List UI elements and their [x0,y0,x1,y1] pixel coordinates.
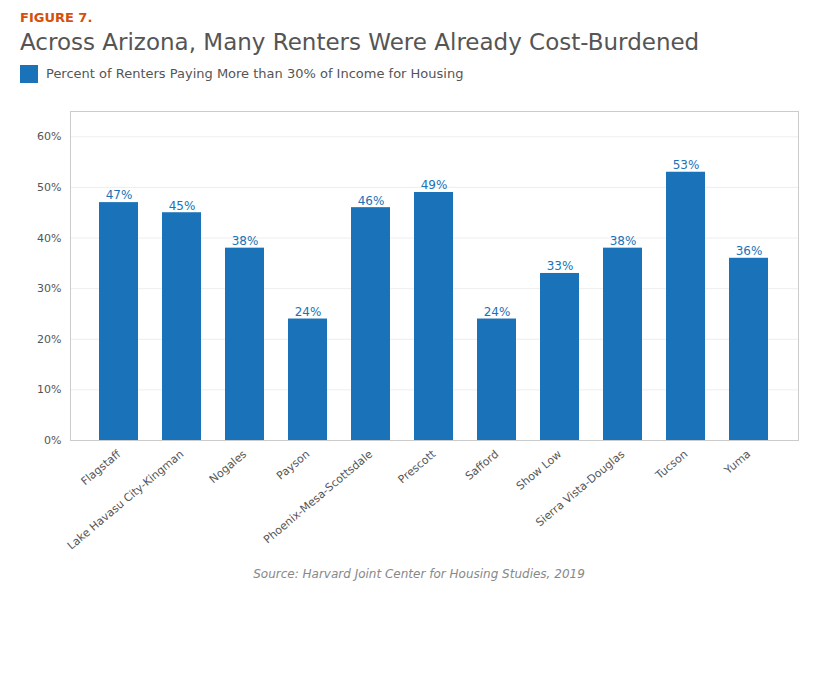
svg-text:40%: 40% [37,231,61,244]
svg-text:Phoenix-Mesa-Scottsdale: Phoenix-Mesa-Scottsdale [261,447,375,546]
svg-text:Safford: Safford [463,447,501,482]
svg-text:Flagstaff: Flagstaff [78,447,123,488]
svg-text:24%: 24% [484,304,511,318]
svg-text:50%: 50% [37,181,61,194]
svg-text:53%: 53% [673,158,700,172]
html-text:FIGURE 7.: FIGURE 7. [20,10,93,25]
svg-text:38%: 38% [610,234,637,248]
svg-text:Sierra Vista-Douglas: Sierra Vista-Douglas [533,447,627,529]
svg-text:Tucson: Tucson [652,447,690,482]
html-text:Percent of Renters Paying More: Percent of Renters Paying More than 30% … [46,66,464,82]
svg-text:33%: 33% [547,259,574,273]
svg-text:38%: 38% [232,234,259,248]
svg-text:Prescott: Prescott [396,447,439,486]
svg-text:Payson: Payson [274,447,312,482]
svg-text:47%: 47% [106,188,133,202]
svg-text:45%: 45% [169,198,196,212]
svg-text:Lake Havasu City-Kingman: Lake Havasu City-Kingman [65,447,186,552]
svg-text:Nogales: Nogales [207,447,249,486]
html-text:Source: Harvard Joint Center f: Source: Harvard Joint Center for Housing… [253,566,585,581]
svg-text:49%: 49% [421,178,448,192]
svg-text:10%: 10% [37,383,61,396]
svg-text:Show Low: Show Low [514,447,564,492]
svg-text:46%: 46% [358,193,385,207]
svg-text:20%: 20% [37,332,61,345]
svg-text:30%: 30% [37,282,61,295]
html-text:Across Arizona, Many Renters W: Across Arizona, Many Renters Were Alread… [20,29,700,55]
svg-text:24%: 24% [295,304,322,318]
svg-text:60%: 60% [37,130,61,143]
svg-text:0%: 0% [44,434,61,447]
svg-text:36%: 36% [736,244,763,258]
svg-text:Yuma: Yuma [721,447,753,477]
